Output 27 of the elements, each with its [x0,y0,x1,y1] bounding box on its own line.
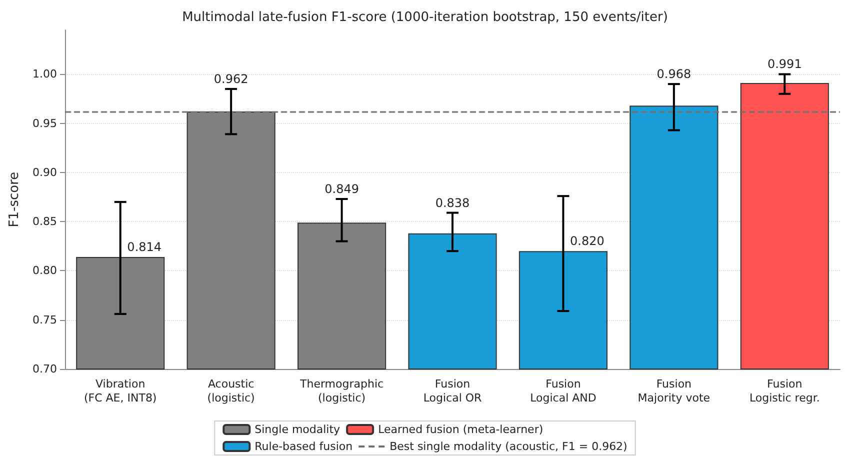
y-tick-label: 0.75 [32,313,57,326]
y-tick-label: 0.70 [32,362,57,376]
y-tick-label: 1.00 [32,68,57,81]
data-label: 0.820 [570,234,604,248]
x-tick-label: Fusion Logical OR [423,378,482,404]
x-tick-label: Thermographic (logistic) [299,378,384,404]
chart-title: Multimodal late-fusion F1-score (1000-iteration bootstrap, 150 events/iter) [182,10,668,25]
y-tick-label: 0.90 [32,166,57,179]
x-tick-label: Vibration (FC AE, INT8) [84,378,157,404]
data-label: 0.968 [656,67,692,82]
legend-label: Single modality [254,423,341,436]
x-tick-label: Fusion Majority vote [638,378,710,404]
data-label: 0.814 [127,240,162,254]
data-label: 0.838 [435,196,470,210]
y-axis-title: F1-score [7,172,22,228]
legend-label: Best single modality (acoustic, F1 = 0.962) [390,440,628,453]
x-tick-label: Acoustic (logistic) [207,378,255,404]
legend-label: Rule-based fusion [254,440,353,453]
data-label: 0.991 [767,57,802,72]
y-tick-label: 0.95 [32,116,57,130]
data-label: 0.849 [324,182,359,196]
legend-label: Learned fusion (meta-learner) [378,423,544,436]
y-tick-label: 0.85 [32,215,57,228]
y-tick-label: 0.80 [32,264,57,278]
data-label: 0.962 [214,72,248,86]
x-tick-label: Fusion Logical AND [530,378,596,404]
x-tick-label: Fusion Logistic regr. [749,378,820,404]
